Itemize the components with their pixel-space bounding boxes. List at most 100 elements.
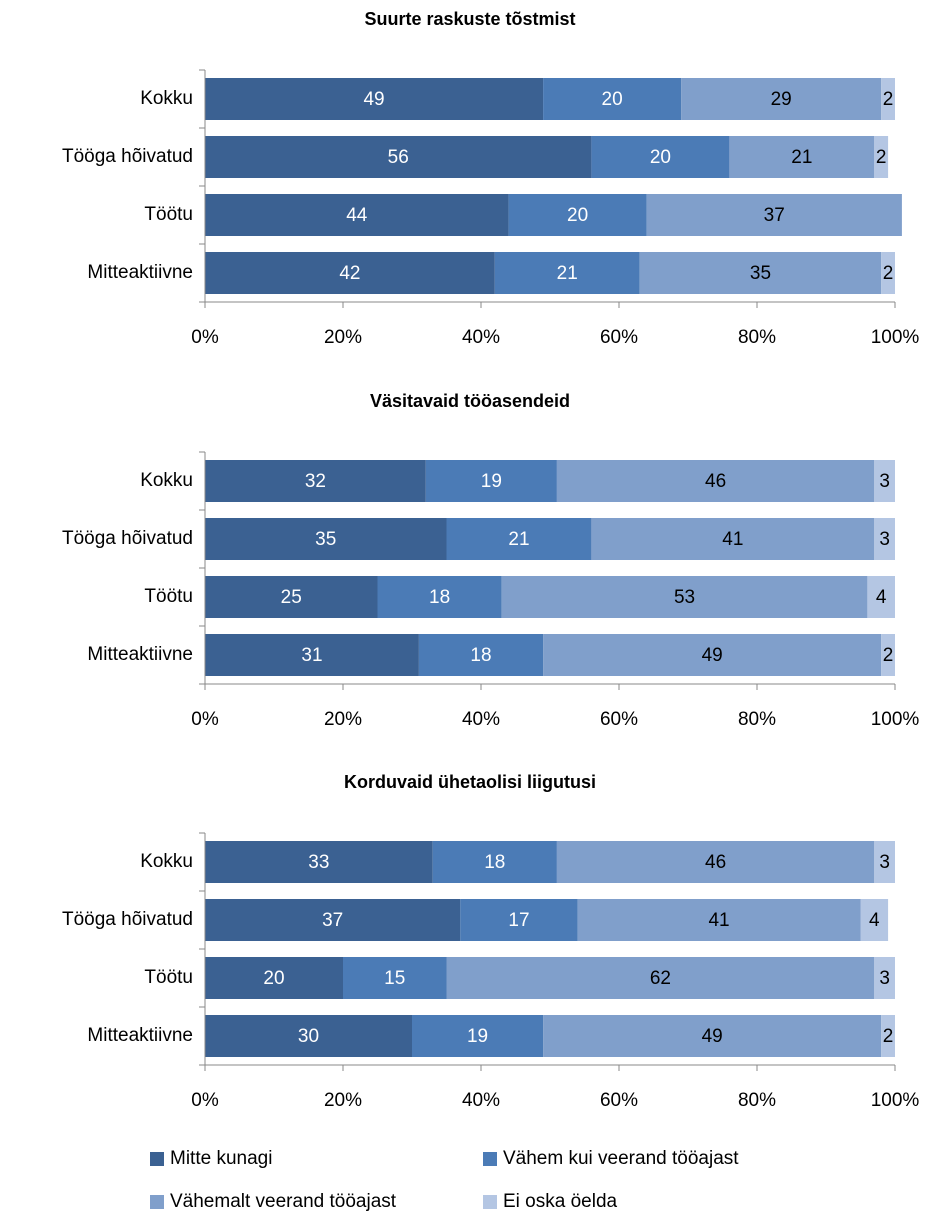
data-label: 32: [305, 471, 326, 492]
data-label: 53: [674, 587, 695, 608]
data-label: 18: [470, 645, 491, 666]
category-label: Tööga hõivatud: [62, 146, 193, 167]
bar-segment: [591, 136, 730, 178]
bar-segment: [556, 841, 875, 883]
category-label: Töötu: [144, 586, 193, 607]
bar-segment: [646, 194, 902, 236]
x-tick-label: 0%: [191, 327, 219, 348]
chart-title: Väsitavaid tööasendeid: [370, 391, 570, 411]
data-label: 35: [750, 263, 771, 284]
x-tick-label: 20%: [324, 1090, 362, 1111]
data-label: 49: [702, 645, 723, 666]
bar-segment: [412, 1015, 544, 1057]
data-label: 18: [429, 587, 450, 608]
bar-segment: [867, 576, 895, 618]
bar-segment: [418, 634, 544, 676]
bar-segment: [874, 136, 889, 178]
data-label: 62: [650, 968, 671, 989]
bar-segment: [205, 460, 426, 502]
x-tick-label: 60%: [600, 327, 638, 348]
bar-segment: [543, 634, 882, 676]
bar-segment: [205, 899, 461, 941]
data-label: 2: [883, 1026, 894, 1047]
chart-title: Suurte raskuste tõstmist: [364, 9, 575, 29]
x-tick-label: 80%: [738, 709, 776, 730]
bar-segment: [860, 899, 889, 941]
data-label: 2: [876, 147, 887, 168]
data-label: 56: [388, 147, 409, 168]
x-tick-label: 100%: [871, 709, 920, 730]
bar-segment: [729, 136, 875, 178]
bar-segment: [205, 518, 447, 560]
bar-segment: [460, 899, 578, 941]
data-label: 42: [339, 263, 360, 284]
category-label: Mitteaktiivne: [87, 262, 193, 283]
x-tick-label: 60%: [600, 1090, 638, 1111]
data-label: 21: [791, 147, 812, 168]
category-label: Kokku: [140, 851, 193, 872]
bar-segment: [205, 957, 343, 999]
bar-segment: [205, 252, 495, 294]
bar-segment: [205, 634, 419, 676]
data-label: 31: [301, 645, 322, 666]
category-label: Tööga hõivatud: [62, 909, 193, 930]
data-label: 2: [883, 89, 894, 110]
bar-segment: [639, 252, 882, 294]
data-label: 18: [484, 852, 505, 873]
x-tick-label: 80%: [738, 327, 776, 348]
data-label: 30: [298, 1026, 319, 1047]
data-label: 35: [315, 529, 336, 550]
x-tick-label: 60%: [600, 709, 638, 730]
data-label: 17: [508, 910, 529, 931]
legend-swatch: [150, 1195, 164, 1209]
data-label: 46: [705, 471, 726, 492]
bar-segment: [874, 841, 895, 883]
x-tick-label: 100%: [871, 1090, 920, 1111]
data-label: 4: [869, 910, 880, 931]
data-label: 20: [602, 89, 623, 110]
x-tick-label: 80%: [738, 1090, 776, 1111]
data-label: 20: [567, 205, 588, 226]
legend-swatch: [150, 1152, 164, 1166]
data-label: 46: [705, 852, 726, 873]
data-label: 3: [879, 529, 890, 550]
data-label: 49: [363, 89, 384, 110]
bar-segment: [205, 136, 592, 178]
data-label: 25: [281, 587, 302, 608]
data-label: 15: [384, 968, 405, 989]
data-label: 19: [481, 471, 502, 492]
x-tick-label: 20%: [324, 327, 362, 348]
category-label: Töötu: [144, 204, 193, 225]
data-label: 2: [883, 263, 894, 284]
category-label: Mitteaktiivne: [87, 644, 193, 665]
x-tick-label: 0%: [191, 1090, 219, 1111]
data-label: 41: [722, 529, 743, 550]
category-label: Kokku: [140, 470, 193, 491]
data-label: 3: [879, 968, 890, 989]
bar-segment: [446, 518, 592, 560]
data-label: 3: [879, 852, 890, 873]
data-label: 29: [771, 89, 792, 110]
data-label: 20: [263, 968, 284, 989]
data-label: 2: [883, 645, 894, 666]
legend-label: Vähemalt veerand tööajast: [170, 1191, 397, 1212]
x-tick-label: 100%: [871, 327, 920, 348]
bar-segment: [432, 841, 557, 883]
category-label: Mitteaktiivne: [87, 1025, 193, 1046]
bar-segment: [205, 841, 433, 883]
data-label: 21: [557, 263, 578, 284]
data-label: 4: [876, 587, 887, 608]
bar-segment: [343, 957, 447, 999]
legend-swatch: [483, 1195, 497, 1209]
bar-segment: [881, 634, 895, 676]
category-label: Kokku: [140, 88, 193, 109]
data-label: 21: [508, 529, 529, 550]
bar-segment: [543, 78, 682, 120]
bar-segment: [425, 460, 557, 502]
x-tick-label: 20%: [324, 709, 362, 730]
x-tick-label: 0%: [191, 709, 219, 730]
bar-segment: [205, 1015, 412, 1057]
data-label: 3: [879, 471, 890, 492]
bar-segment: [591, 518, 875, 560]
